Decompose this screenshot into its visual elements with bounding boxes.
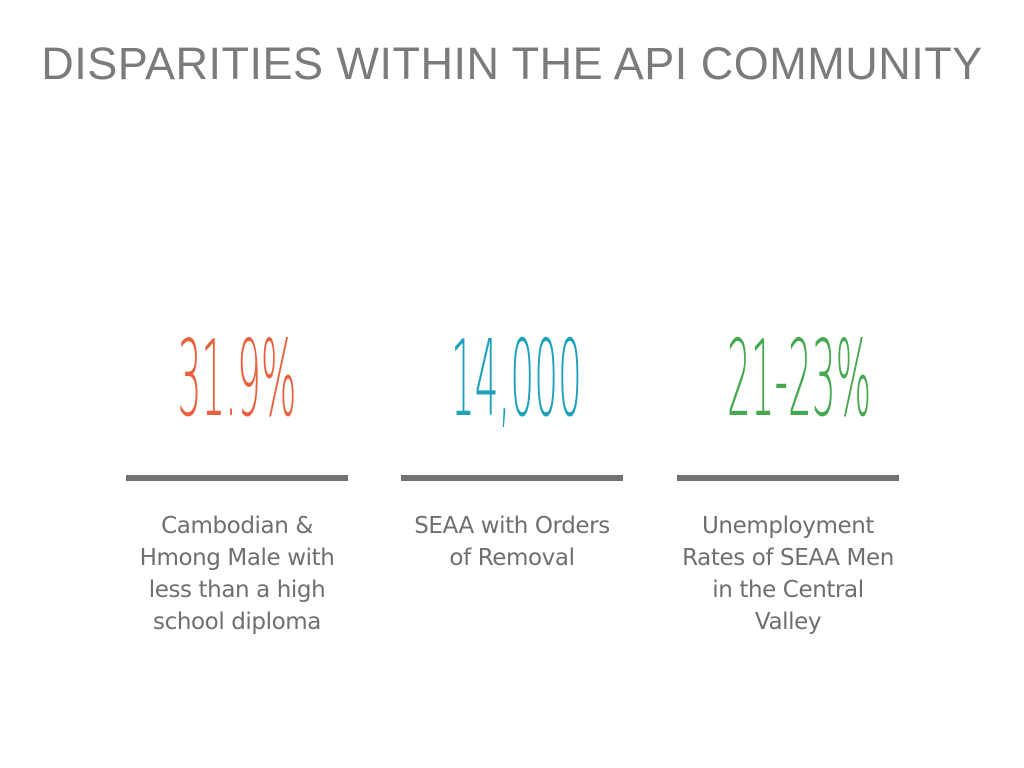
- slide-title: DISPARITIES WITHIN THE API COMMUNITY: [41, 38, 983, 89]
- stat-block-unemployment: 21-23% Unemployment Rates of SEAA Men in…: [677, 320, 899, 650]
- stat-block-cambodian-hmong: 31.9% Cambodian & Hmong Male with less t…: [126, 320, 348, 650]
- stat-divider: [126, 475, 348, 481]
- stat-caption: Cambodian & Hmong Male with less than a …: [139, 513, 335, 635]
- stat-divider: [677, 475, 899, 481]
- stat-caption: SEAA with Orders of Removal: [414, 513, 610, 571]
- stat-value: 21-23%: [726, 318, 872, 442]
- stat-divider: [401, 475, 623, 481]
- stat-value: 31.9%: [177, 318, 297, 442]
- stat-value: 14,000: [450, 318, 582, 442]
- stat-caption: Unemployment Rates of SEAA Men in the Ce…: [682, 513, 894, 635]
- stat-block-orders-of-removal: 14,000 SEAA with Orders of Removal: [401, 320, 623, 650]
